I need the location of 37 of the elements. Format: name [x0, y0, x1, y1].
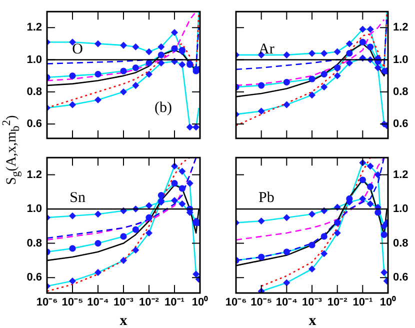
y-tick-label: 1.0 [26, 54, 42, 66]
x-tick-label: 10⁻² [139, 296, 160, 309]
annotation: O [72, 42, 84, 58]
y-tick-label: 1.2 [26, 22, 42, 34]
annotation: Pb [258, 190, 274, 206]
y-tick-label: 0.8 [26, 86, 42, 98]
x-tick-label: 10⁻⁴ [276, 296, 298, 309]
y-tick-label: 1.2 [393, 168, 408, 181]
x-tick-label: 10⁻⁶ [36, 296, 58, 309]
x-tick-label: 10⁻³ [114, 296, 134, 309]
y-tick-label: 0.8 [393, 237, 408, 250]
y-tick-label: 1.0 [393, 203, 408, 216]
y-tick-label: 1.2 [393, 22, 408, 34]
y-tick-label: 0.6 [26, 272, 42, 284]
x-tick-label: 10⁻¹ [352, 296, 373, 309]
y-tick-label: 0.6 [393, 118, 408, 130]
y-tick-label: 1.2 [26, 168, 42, 181]
y-tick-label: 0.6 [26, 118, 42, 130]
x-tick-label: 10⁰ [380, 296, 396, 309]
x-tick-label: 10⁻¹ [164, 296, 185, 309]
y-tick-label: 1.0 [393, 54, 408, 66]
x-tick-label: 10⁻⁵ [250, 296, 272, 309]
y-tick-label: 0.6 [393, 272, 408, 284]
x-tick-label: 10⁻³ [302, 296, 322, 309]
x-tick-label: 10⁻⁶ [225, 296, 247, 309]
x-axis-title: x [308, 313, 318, 328]
x-tick-label: 10⁻⁴ [87, 296, 109, 309]
x-tick-label: 10⁻² [327, 296, 348, 309]
x-tick-label: 10⁰ [192, 296, 208, 309]
x-tick-label: 10⁻⁵ [62, 296, 84, 309]
y-tick-label: 1.0 [26, 203, 42, 216]
y-tick-label: 0.8 [393, 86, 408, 98]
x-axis-title: x [118, 313, 128, 328]
annotation: (b) [154, 100, 172, 116]
y-tick-label: 0.8 [26, 237, 42, 250]
annotation: Ar [258, 42, 274, 58]
annotation: Sn [70, 190, 86, 206]
